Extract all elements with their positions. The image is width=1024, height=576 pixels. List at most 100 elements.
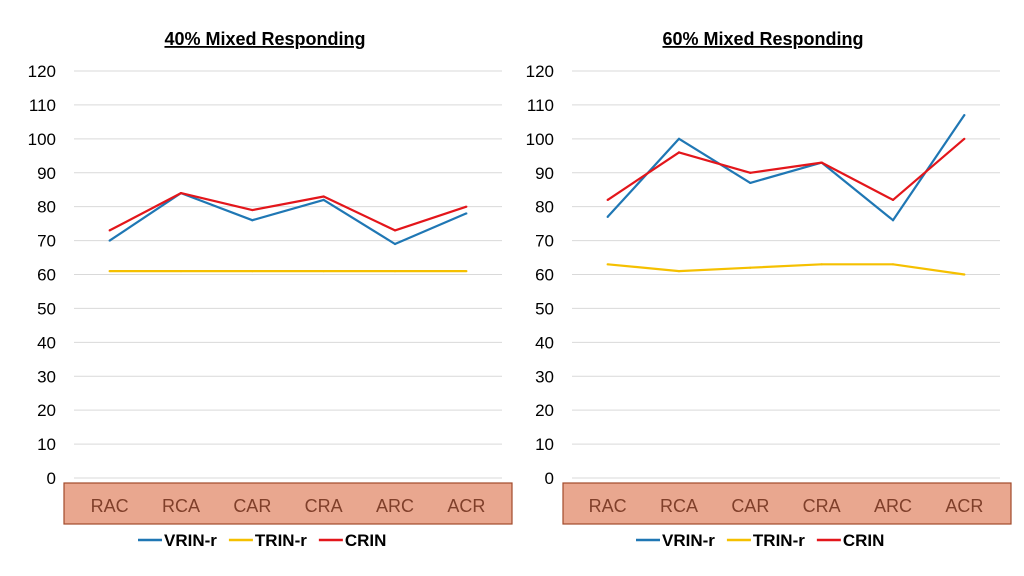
- data-point-crin: [179, 192, 183, 195]
- data-point-trin-r: [322, 270, 325, 273]
- y-tick-label: 120: [526, 62, 554, 81]
- data-point-crin: [393, 229, 397, 232]
- data-point-crin: [251, 208, 254, 212]
- legend-label: TRIN-r: [255, 531, 307, 550]
- legend-item-trin-r: TRIN-r: [228, 531, 307, 550]
- data-point-crin: [891, 198, 895, 201]
- legend-item-trin-r: TRIN-r: [726, 531, 805, 550]
- y-tick-label: 90: [535, 164, 554, 183]
- series-line-crin: [109, 192, 467, 232]
- chart-40-percent: 40% Mixed Responding 1201101009080706050…: [28, 29, 513, 550]
- series-line-vrin-r: [606, 114, 966, 222]
- data-point-vrin-r: [891, 219, 895, 222]
- data-point-vrin-r: [322, 198, 325, 201]
- data-point-crin: [677, 151, 681, 154]
- legend-item-vrin-r: VRIN-r: [138, 531, 217, 550]
- data-point-trin-r: [820, 263, 823, 266]
- legend-item-crin: CRIN: [318, 531, 386, 550]
- x-tick-label-cra: CRA: [305, 496, 343, 516]
- y-tick-label: 70: [535, 232, 554, 251]
- data-point-vrin-r: [393, 242, 397, 246]
- y-tick-label: 0: [545, 469, 554, 488]
- data-point-vrin-r: [677, 137, 681, 140]
- data-point-vrin-r: [963, 113, 966, 117]
- legend: VRIN-r TRIN-r CRIN: [138, 531, 386, 550]
- legend-item-vrin-r: VRIN-r: [636, 531, 715, 550]
- y-tick-label: 30: [535, 367, 554, 386]
- data-point-trin-r: [963, 273, 966, 276]
- series-line-crin: [607, 137, 966, 201]
- data-point-trin-r: [179, 270, 183, 273]
- legend-label: VRIN-r: [662, 531, 715, 550]
- data-point-crin: [108, 229, 111, 232]
- legend: VRIN-r TRIN-r CRIN: [636, 531, 884, 550]
- legend-label: TRIN-r: [753, 531, 805, 550]
- data-point-trin-r: [465, 270, 468, 273]
- x-tick-label-car: CAR: [731, 496, 769, 516]
- category-axis-box: [562, 482, 1012, 525]
- y-tick-label: 40: [37, 333, 56, 352]
- data-point-crin: [322, 195, 325, 198]
- chart-title: 40% Mixed Responding: [164, 29, 365, 49]
- series-line-trin-r: [607, 263, 965, 276]
- category-axis-box: [63, 482, 513, 525]
- y-tick-label: 10: [37, 435, 56, 454]
- x-tick-label-arc: ARC: [376, 496, 414, 516]
- y-tick-label: 80: [535, 198, 554, 217]
- y-tick-label: 60: [37, 266, 56, 285]
- data-point-crin: [606, 198, 609, 201]
- legend-label: CRIN: [843, 531, 885, 550]
- y-tick-label: 50: [535, 299, 554, 318]
- y-tick-label: 40: [535, 333, 554, 352]
- legend-label: VRIN-r: [164, 531, 217, 550]
- x-axis-tick-labels: RAC RCA CAR CRA ARC ACR: [589, 496, 984, 516]
- y-tick-label: 120: [28, 62, 56, 81]
- x-tick-label-rca: RCA: [660, 496, 698, 516]
- data-point-vrin-r: [251, 219, 254, 222]
- y-tick-label: 90: [37, 164, 56, 183]
- series-line-vrin-r: [109, 192, 467, 246]
- data-point-trin-r: [677, 270, 681, 273]
- x-axis-tick-labels: RAC RCA CAR CRA ARC ACR: [91, 496, 486, 516]
- x-tick-label-rac: RAC: [589, 496, 627, 516]
- data-point-crin: [465, 205, 468, 208]
- y-tick-label: 30: [37, 367, 56, 386]
- y-tick-label: 20: [535, 401, 554, 420]
- data-point-trin-r: [891, 263, 895, 266]
- y-tick-label: 100: [526, 130, 554, 149]
- data-point-trin-r: [749, 266, 752, 269]
- x-tick-label-rca: RCA: [162, 496, 200, 516]
- data-series: [606, 113, 966, 276]
- data-point-trin-r: [606, 263, 609, 266]
- gridlines: [572, 70, 1000, 479]
- x-tick-label-rac: RAC: [91, 496, 129, 516]
- x-tick-label-acr: ACR: [945, 496, 983, 516]
- y-tick-label: 60: [535, 266, 554, 285]
- y-tick-label: 70: [37, 232, 56, 251]
- x-tick-label-cra: CRA: [803, 496, 841, 516]
- y-tick-label: 50: [37, 299, 56, 318]
- y-tick-label: 20: [37, 401, 56, 420]
- data-point-crin: [963, 137, 966, 140]
- y-tick-label: 10: [535, 435, 554, 454]
- y-tick-label: 0: [47, 469, 56, 488]
- x-tick-label-arc: ARC: [874, 496, 912, 516]
- chart-60-percent: 60% Mixed Responding 1201101009080706050…: [526, 29, 1012, 550]
- y-tick-label: 80: [37, 198, 56, 217]
- legend-item-crin: CRIN: [816, 531, 885, 550]
- y-tick-label: 110: [527, 96, 554, 115]
- data-point-vrin-r: [465, 212, 468, 215]
- data-point-crin: [749, 171, 752, 174]
- data-point-vrin-r: [749, 181, 752, 185]
- data-point-trin-r: [393, 270, 397, 273]
- chart-title: 60% Mixed Responding: [662, 29, 863, 49]
- data-point-vrin-r: [606, 215, 609, 218]
- x-tick-label-acr: ACR: [447, 496, 485, 516]
- y-tick-label: 110: [29, 96, 56, 115]
- x-tick-label-car: CAR: [233, 496, 271, 516]
- gridlines: [74, 70, 502, 479]
- data-point-vrin-r: [108, 239, 111, 242]
